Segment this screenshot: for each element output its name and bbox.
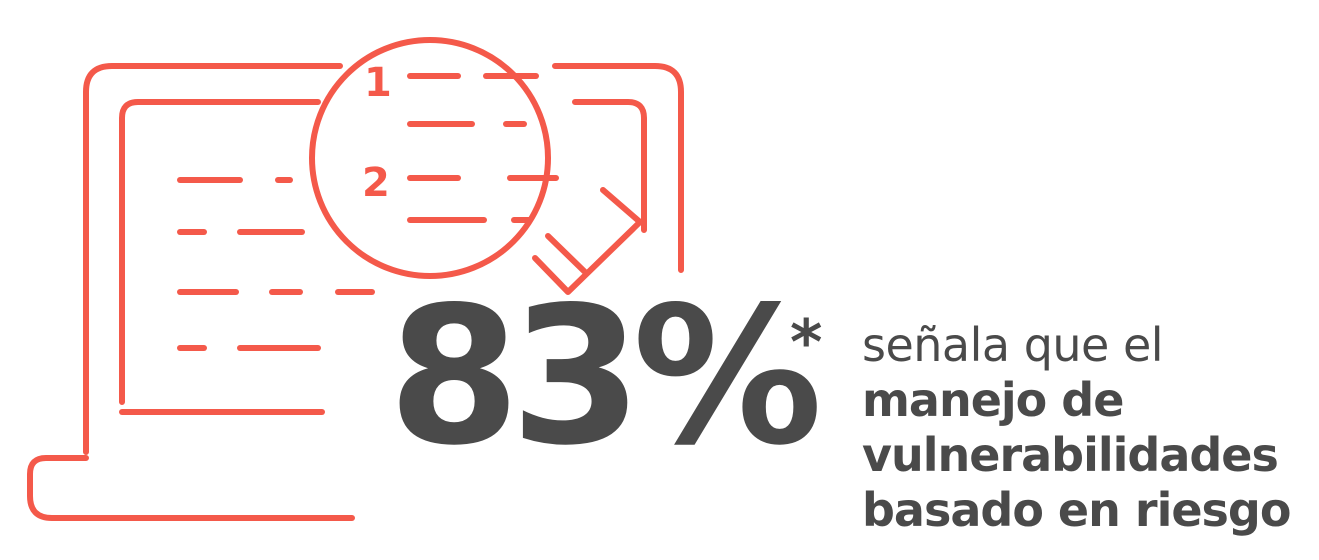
stat-caption: señala que el manejo de vulnerabilidades… xyxy=(862,318,1312,538)
laptop-base xyxy=(27,455,355,521)
laptop-screen-right-top xyxy=(572,99,647,233)
laptop-lid-right-top xyxy=(552,63,684,273)
caption-line-4: basado en riesgo xyxy=(862,483,1291,537)
magnifier-handle-neck xyxy=(545,233,588,275)
magnifier-lens xyxy=(309,37,551,279)
caption-line-3: vulnerabilidades xyxy=(862,428,1279,482)
caption-line-2: manejo de xyxy=(862,373,1124,427)
caption-line-1: señala que el xyxy=(862,318,1164,372)
lens-rank-2: 2 xyxy=(362,160,390,206)
stat-value: 83% xyxy=(388,266,823,487)
laptop-lid-outline xyxy=(83,63,343,455)
laptop-screen-outline xyxy=(119,99,321,405)
footnote-marker: * xyxy=(790,306,823,379)
magnifier-handle xyxy=(532,187,643,295)
lens-rank-1: 1 xyxy=(364,60,392,106)
